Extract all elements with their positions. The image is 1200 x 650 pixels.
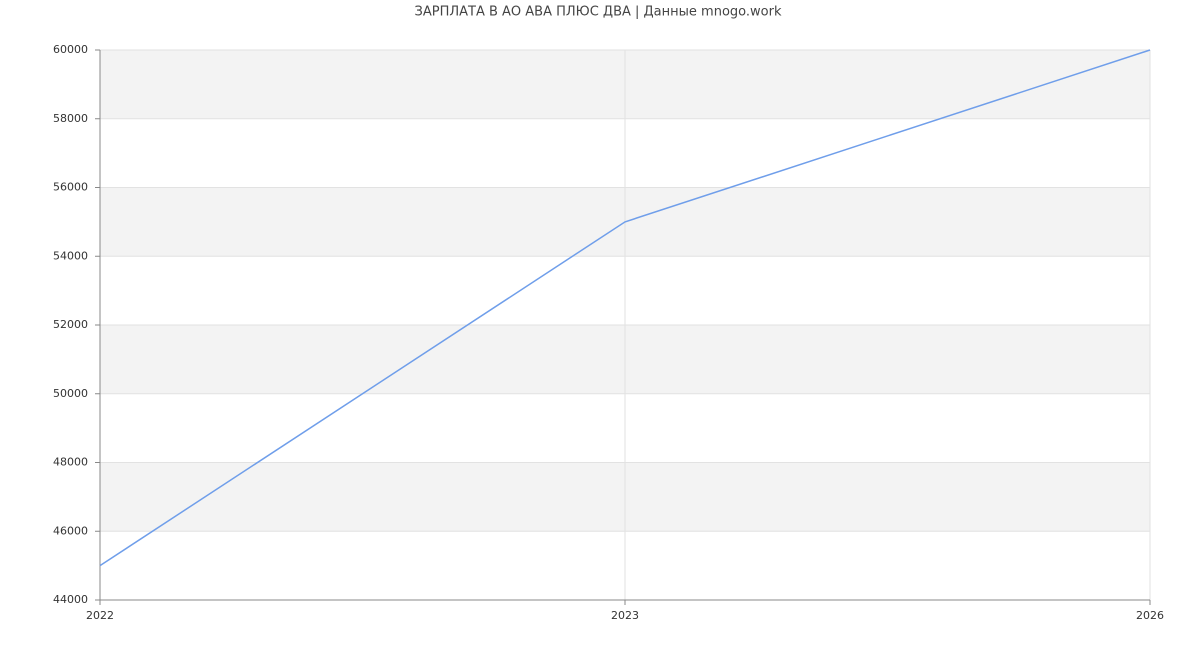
y-tick-label: 46000	[53, 524, 88, 537]
y-tick-label: 48000	[53, 456, 88, 469]
chart-title: ЗАРПЛАТА В АО АВА ПЛЮС ДВА | Данные mnog…	[415, 5, 782, 20]
y-tick-label: 52000	[53, 318, 88, 331]
y-tick-label: 50000	[53, 387, 88, 400]
data-line	[99, 49, 1151, 567]
x-tick-label: 2023	[611, 609, 639, 622]
x-tick-label: 2022	[86, 609, 114, 622]
y-tick-label: 56000	[53, 181, 88, 194]
y-tick-label: 54000	[53, 249, 88, 262]
y-tick-label: 44000	[53, 593, 88, 606]
y-tick-label: 58000	[53, 112, 88, 125]
x-tick-label: 2026	[1136, 609, 1164, 622]
y-tick-label: 60000	[53, 43, 88, 56]
